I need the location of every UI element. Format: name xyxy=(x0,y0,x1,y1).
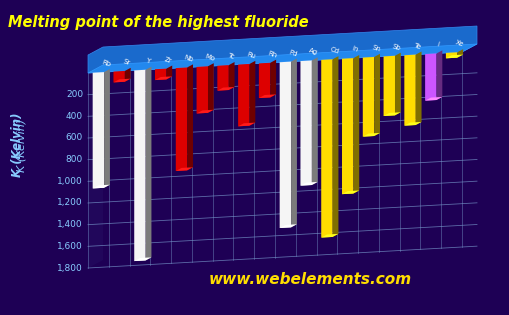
Polygon shape xyxy=(229,62,234,90)
Text: 800: 800 xyxy=(66,155,83,164)
Polygon shape xyxy=(383,112,400,116)
Polygon shape xyxy=(445,54,462,58)
Polygon shape xyxy=(353,55,358,193)
Text: 1,600: 1,600 xyxy=(57,242,83,251)
Polygon shape xyxy=(394,53,400,115)
Text: 1,000: 1,000 xyxy=(57,177,83,186)
Polygon shape xyxy=(321,234,338,238)
Polygon shape xyxy=(457,49,462,58)
Text: Sb: Sb xyxy=(391,43,401,51)
Polygon shape xyxy=(259,94,275,98)
Polygon shape xyxy=(291,59,296,227)
Polygon shape xyxy=(249,61,255,126)
Text: Pd: Pd xyxy=(288,49,297,57)
Polygon shape xyxy=(425,97,441,101)
Text: www.webelements.com: www.webelements.com xyxy=(208,272,411,287)
Text: Melting point of the highest fluoride: Melting point of the highest fluoride xyxy=(8,15,308,30)
Text: Ag: Ag xyxy=(308,48,318,56)
Polygon shape xyxy=(342,58,353,194)
Polygon shape xyxy=(259,63,270,98)
Polygon shape xyxy=(93,72,104,188)
Text: Sr: Sr xyxy=(122,58,131,66)
Polygon shape xyxy=(113,79,130,83)
Polygon shape xyxy=(270,60,275,97)
Polygon shape xyxy=(445,52,457,58)
Polygon shape xyxy=(166,66,172,79)
Text: Ru: Ru xyxy=(246,51,256,60)
Text: I: I xyxy=(436,42,439,48)
Text: Y: Y xyxy=(144,58,150,65)
Text: In: In xyxy=(351,46,358,53)
Text: K (Kelvin): K (Kelvin) xyxy=(12,113,24,177)
Polygon shape xyxy=(362,133,379,137)
Text: 1,400: 1,400 xyxy=(57,220,83,229)
Polygon shape xyxy=(113,71,125,83)
Polygon shape xyxy=(436,50,441,100)
Polygon shape xyxy=(342,191,358,194)
Polygon shape xyxy=(196,110,213,113)
Text: Zr: Zr xyxy=(163,56,173,64)
Polygon shape xyxy=(176,167,192,171)
Polygon shape xyxy=(88,44,476,73)
Polygon shape xyxy=(312,57,317,185)
Polygon shape xyxy=(425,54,436,101)
Polygon shape xyxy=(217,87,234,91)
Polygon shape xyxy=(374,54,379,136)
Polygon shape xyxy=(238,123,255,126)
Text: 400: 400 xyxy=(66,112,83,121)
Polygon shape xyxy=(404,122,421,126)
Text: K (Kelvin): K (Kelvin) xyxy=(17,118,27,172)
Polygon shape xyxy=(88,26,476,73)
Text: Te: Te xyxy=(412,42,421,50)
Text: Xe: Xe xyxy=(453,39,463,48)
Polygon shape xyxy=(146,67,151,261)
Polygon shape xyxy=(404,54,415,126)
Polygon shape xyxy=(383,56,394,116)
Polygon shape xyxy=(104,69,109,188)
Text: 600: 600 xyxy=(66,134,83,142)
Polygon shape xyxy=(155,76,172,80)
Polygon shape xyxy=(321,59,332,238)
Text: Tc: Tc xyxy=(226,53,234,60)
Polygon shape xyxy=(279,224,296,228)
Polygon shape xyxy=(155,69,166,80)
Text: Rh: Rh xyxy=(266,50,277,58)
Polygon shape xyxy=(362,57,374,137)
Polygon shape xyxy=(125,68,130,82)
Text: Cd: Cd xyxy=(328,46,339,55)
Polygon shape xyxy=(332,56,338,237)
Polygon shape xyxy=(134,257,151,261)
Polygon shape xyxy=(208,63,213,113)
Polygon shape xyxy=(217,65,229,91)
Text: Mo: Mo xyxy=(204,53,215,62)
Text: 1,200: 1,200 xyxy=(57,198,83,208)
Polygon shape xyxy=(176,67,187,171)
Polygon shape xyxy=(238,64,249,126)
Polygon shape xyxy=(300,182,317,186)
Polygon shape xyxy=(88,65,103,268)
Polygon shape xyxy=(93,185,109,188)
Polygon shape xyxy=(134,70,146,261)
Text: Nb: Nb xyxy=(183,54,194,63)
Text: 1,800: 1,800 xyxy=(57,264,83,272)
Text: Sn: Sn xyxy=(370,44,380,53)
Polygon shape xyxy=(415,52,421,125)
Polygon shape xyxy=(279,62,291,228)
Polygon shape xyxy=(300,60,312,186)
Text: 200: 200 xyxy=(66,90,83,99)
Text: Rb: Rb xyxy=(100,59,111,68)
Polygon shape xyxy=(187,64,192,170)
Polygon shape xyxy=(196,66,208,113)
